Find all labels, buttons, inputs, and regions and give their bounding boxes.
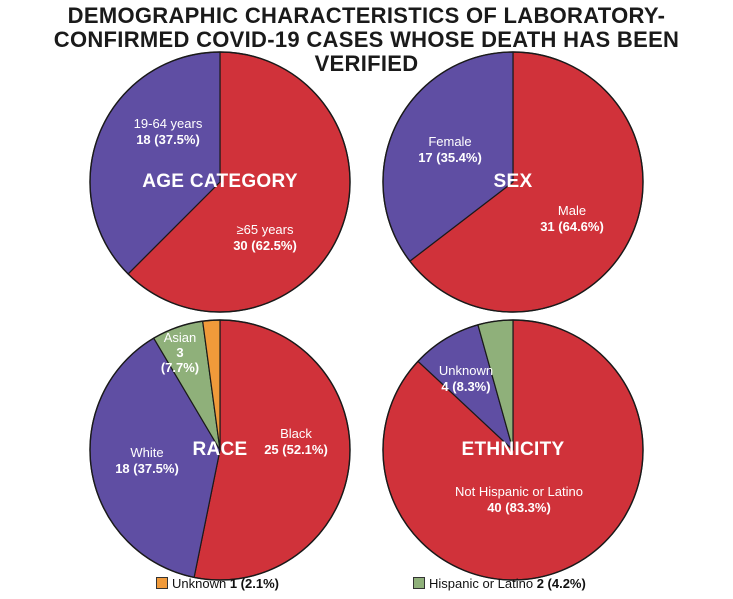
race-slice-label-asian: Asian 3 (7.7%) (160, 330, 200, 375)
age-category-pie-outline (89, 51, 351, 313)
race-slice-label-black: Black 25 (52.1%) (264, 426, 328, 457)
sex-slice-label-male: Male 31 (64.6%) (540, 203, 604, 234)
age-slice-label-19-64: 19-64 years 18 (37.5%) (133, 116, 203, 147)
age-slice-label-65plus: ≥65 years 30 (62.5%) (233, 222, 297, 253)
age-chart-title: AGE CATEGORY (142, 171, 298, 192)
sex-chart-title: SEX (493, 171, 533, 192)
legend-swatch-orange (156, 577, 168, 589)
ethnicity-slice-label-not-hispanic: Not Hispanic or Latino 40 (83.3%) (455, 484, 583, 515)
legend-ethnicity-hispanic: Hispanic or Latino 2 (4.2%) (413, 576, 586, 591)
chart-title-line-2: CONFIRMED COVID-19 CASES WHOSE DEATH HAS… (53, 27, 680, 76)
chart-title-line-1: DEMOGRAPHIC CHARACTERISTICS OF LABORATOR… (67, 3, 666, 28)
race-slice-label-white: White 18 (37.5%) (115, 445, 179, 476)
legend-swatch-green (413, 577, 425, 589)
ethnicity-chart-title: ETHNICITY (461, 439, 565, 460)
race-pie-outline (89, 319, 351, 581)
sex-slice-label-female: Female 17 (35.4%) (418, 134, 482, 165)
legend-race-unknown: Unknown 1 (2.1%) (156, 576, 279, 591)
race-chart-title: RACE (192, 439, 248, 460)
ethnicity-slice-label-unknown: Unknown 4 (8.3%) (438, 363, 494, 394)
ethnicity-pie-outline (382, 319, 644, 581)
sex-pie-outline (382, 51, 644, 313)
